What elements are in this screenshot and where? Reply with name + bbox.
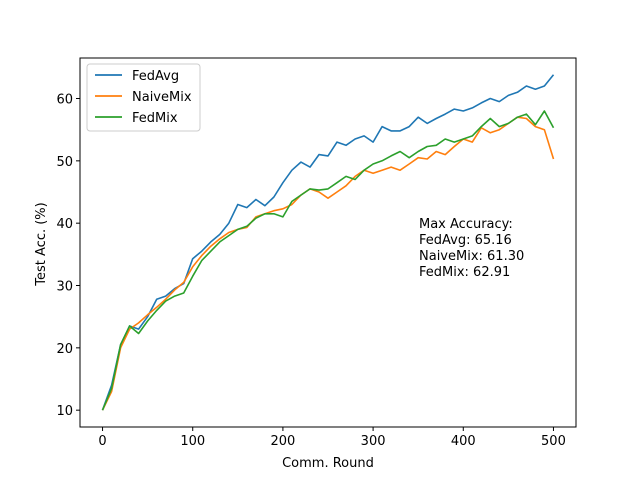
x-tick-label: 300 [361, 434, 386, 449]
x-tick-label: 100 [180, 434, 205, 449]
x-tick-label: 400 [451, 434, 476, 449]
x-tick-label: 200 [270, 434, 295, 449]
legend-label-fedmix: FedMix [132, 111, 178, 126]
legend-label-fedavg: FedAvg [132, 69, 179, 84]
annotation-line: FedMix: 62.91 [419, 265, 510, 280]
y-tick-label: 10 [56, 404, 73, 419]
y-tick-label: 30 [56, 280, 73, 295]
axes: 0 100 200 300 400 500 10 20 30 40 50 60 [56, 57, 577, 449]
x-tick-label: 0 [98, 434, 106, 449]
legend: FedAvg NaiveMix FedMix [86, 63, 201, 132]
series-line-naivemix [101, 116, 555, 411]
series-line-fedmix [101, 110, 555, 411]
annotation-line: Max Accuracy: [419, 217, 513, 232]
plot-frame [79, 57, 577, 428]
annotation-line: NaiveMix: 61.30 [419, 249, 524, 264]
x-tick-label: 500 [541, 434, 566, 449]
series-group [101, 74, 555, 411]
y-tick-label: 40 [56, 217, 73, 232]
y-tick-label: 60 [56, 93, 73, 108]
y-axis-label: Test Acc. (%) [34, 202, 49, 286]
x-axis-label: Comm. Round [282, 456, 374, 471]
annotation-line: FedAvg: 65.16 [419, 233, 512, 248]
legend-box [86, 63, 201, 132]
legend-label-naivemix: NaiveMix [132, 90, 192, 105]
max-accuracy-annotation: Max Accuracy: FedAvg: 65.16 NaiveMix: 61… [419, 217, 524, 280]
y-tick-label: 50 [56, 155, 73, 170]
y-tick-label: 20 [56, 342, 73, 357]
